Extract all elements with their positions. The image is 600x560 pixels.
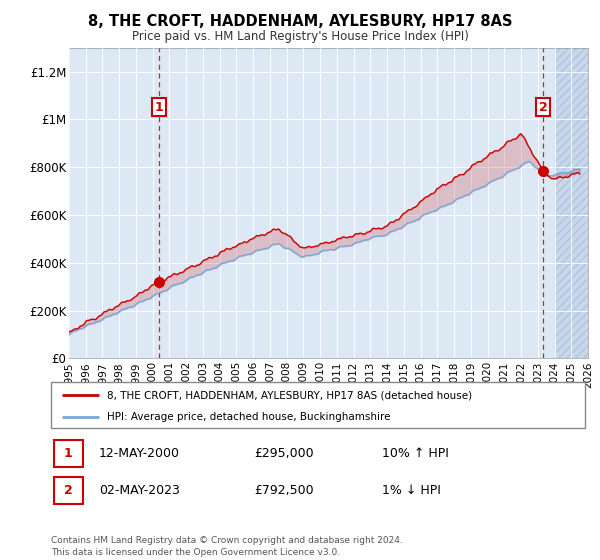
Bar — [554, 48, 588, 358]
Text: Price paid vs. HM Land Registry's House Price Index (HPI): Price paid vs. HM Land Registry's House … — [131, 30, 469, 43]
Text: 8, THE CROFT, HADDENHAM, AYLESBURY, HP17 8AS: 8, THE CROFT, HADDENHAM, AYLESBURY, HP17… — [88, 14, 512, 29]
Text: £792,500: £792,500 — [254, 484, 314, 497]
Text: 1% ↓ HPI: 1% ↓ HPI — [382, 484, 441, 497]
Text: 2: 2 — [539, 101, 548, 114]
Text: 8, THE CROFT, HADDENHAM, AYLESBURY, HP17 8AS (detached house): 8, THE CROFT, HADDENHAM, AYLESBURY, HP17… — [107, 390, 472, 400]
FancyBboxPatch shape — [53, 477, 83, 503]
Text: 10% ↑ HPI: 10% ↑ HPI — [382, 447, 449, 460]
Text: £295,000: £295,000 — [254, 447, 314, 460]
Text: Contains HM Land Registry data © Crown copyright and database right 2024.
This d: Contains HM Land Registry data © Crown c… — [51, 536, 403, 557]
FancyBboxPatch shape — [51, 382, 585, 428]
Text: 2: 2 — [64, 484, 73, 497]
FancyBboxPatch shape — [53, 440, 83, 466]
Text: HPI: Average price, detached house, Buckinghamshire: HPI: Average price, detached house, Buck… — [107, 412, 391, 422]
Text: 12-MAY-2000: 12-MAY-2000 — [99, 447, 180, 460]
Text: 1: 1 — [155, 101, 163, 114]
Text: 1: 1 — [64, 447, 73, 460]
Bar — [554, 48, 588, 358]
Text: 02-MAY-2023: 02-MAY-2023 — [99, 484, 180, 497]
